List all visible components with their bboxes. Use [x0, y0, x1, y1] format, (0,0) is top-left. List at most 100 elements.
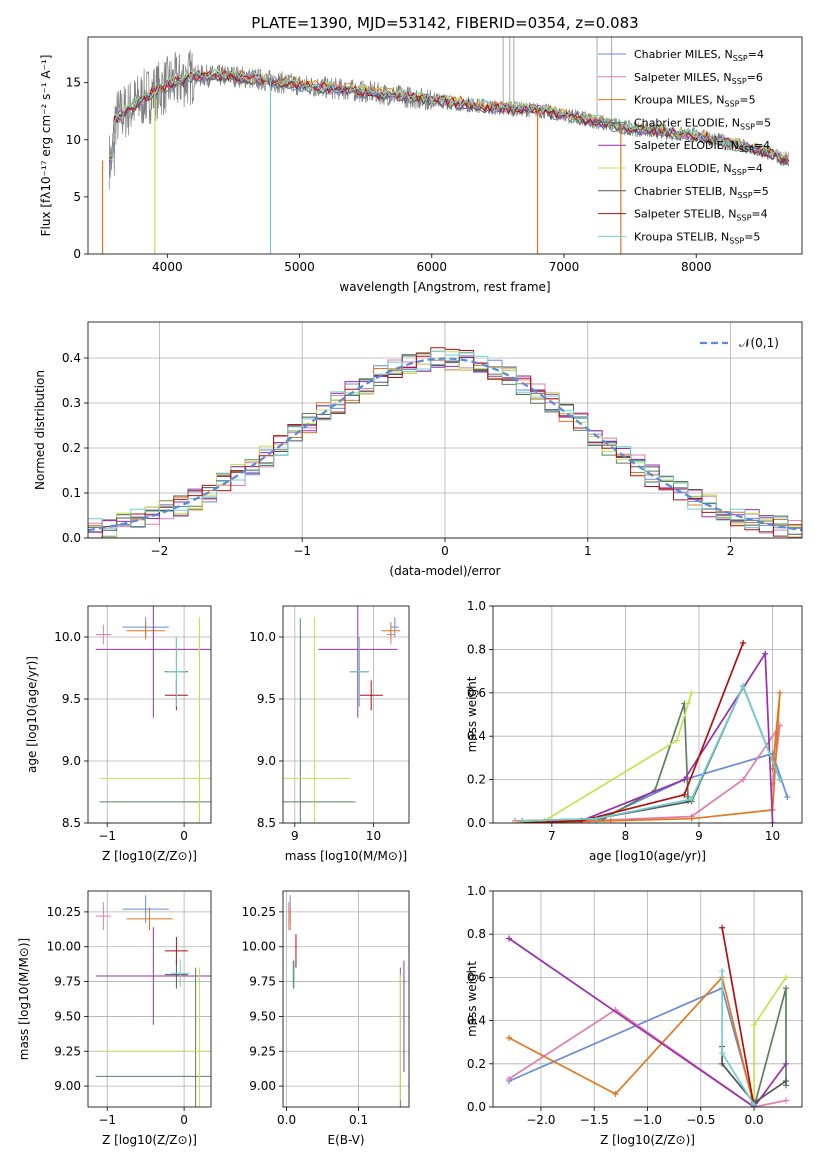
y-tick-label: 10.00: [47, 940, 81, 954]
axes-box: [282, 890, 410, 1108]
legend-text: Salpeter STELIB, N: [634, 208, 736, 221]
axes-box: [282, 605, 410, 824]
weight-marker-kroupa_stelib: [593, 815, 599, 822]
x-tick-label: 10: [366, 829, 381, 843]
x-tick-label: 8000: [681, 260, 712, 274]
legend-text: Kroupa STELIB, N: [634, 230, 729, 243]
y-axis-label: mass weight: [465, 676, 479, 752]
weight-marker-kroupa_stelib: [740, 683, 747, 690]
y-tick-label: 1.0: [467, 599, 486, 613]
y-tick-label: 8.5: [62, 816, 81, 830]
weight-marker-kroupa_miles: [505, 1034, 512, 1041]
weight-line-salpeter_miles: [515, 724, 781, 822]
x-tick-label: −1.0: [633, 1113, 662, 1127]
x-tick-label: 5000: [284, 260, 315, 274]
y-tick-label: 10: [66, 133, 81, 147]
histogram-chabrier_stelib: [88, 353, 802, 535]
weight-marker-salpeter_miles: [505, 1075, 512, 1082]
x-axis-label: mass [log10(M/M⊙)]: [285, 849, 407, 863]
weight-marker-salpeter_stelib: [740, 639, 747, 646]
weight-marker-salpeter_miles: [783, 1097, 790, 1104]
weight-marker-chabrier_stelib: [783, 1078, 790, 1085]
x-tick-label: 0: [180, 1113, 188, 1127]
panel-weight-vs-age: 7 8 9 10 0.0 0.2 0.4 0.6 0.8 1.0 age [log10(age/yr…: [465, 599, 803, 863]
x-axis-label: E(B-V): [327, 1133, 364, 1147]
axes-box: [87, 890, 212, 1108]
weight-marker-kroupa_elodie: [512, 820, 519, 823]
normal-curve: [88, 357, 802, 532]
x-tick-label: 7000: [549, 260, 580, 274]
y-tick-label: 0.8: [467, 927, 486, 941]
x-tick-label: 0: [180, 829, 188, 843]
legend-subscript: SSP: [739, 145, 754, 154]
legend-subscript: SSP: [724, 100, 739, 109]
y-tick-label: 10.0: [249, 630, 276, 644]
x-tick-label: 8: [622, 829, 630, 843]
weight-line-chabrier_elodie: [522, 703, 689, 822]
x-tick-label: 0: [441, 544, 449, 558]
legend-suffix: =4: [748, 48, 764, 61]
axes-frame: 9 10 8.5 9.0 9.5 10.0 mass [log10(M/M⊙)]: [249, 605, 410, 863]
weight-marker-kroupa_stelib: [688, 796, 695, 803]
x-tick-label: −1: [293, 544, 311, 558]
legend-subscript: SSP: [733, 54, 748, 63]
legend-suffix: =6: [747, 71, 763, 84]
legend-label: Chabrier MILES, NSSP=4: [634, 48, 764, 63]
weight-marker-kroupa_stelib: [719, 1050, 726, 1056]
y-tick-label: 9.75: [249, 975, 276, 989]
plot-area: [288, 895, 405, 1107]
weight-marker-chabrier_miles: [784, 793, 791, 800]
y-tick-label: 0.0: [467, 816, 486, 830]
weight-line-kroupa_stelib: [522, 684, 781, 822]
weight-marker-salpeter_elodie: [762, 650, 769, 657]
y-tick-label: 5: [73, 190, 81, 204]
plot-area: [88, 347, 802, 538]
legend-subscript: SSP: [732, 77, 747, 86]
legend-text: Kroupa MILES, N: [634, 94, 724, 107]
axes-frame: −1 0 9.00 9.25 9.50 9.75 10.00 10.25 Z [log10(Z/…: [17, 890, 212, 1147]
model-spectrum-kroupa_stelib: [108, 68, 790, 162]
y-tick-label: 9.50: [249, 1009, 276, 1023]
weight-line-salpeter_elodie: [508, 937, 787, 1107]
weight-marker-salpeter_stelib: [681, 791, 688, 798]
weight-line-chabrier_stelib: [522, 684, 781, 822]
legend-suffix: =4: [747, 162, 763, 175]
weight-marker-kroupa_stelib: [719, 967, 726, 974]
panel-age-vs-mass: 9 10 8.5 9.0 9.5 10.0 mass [log10(M/M⊙)]: [249, 605, 410, 863]
x-axis-label: age [log10(age/yr)]: [589, 849, 706, 863]
axes-box: [87, 36, 803, 255]
x-tick-label: 7: [548, 829, 556, 843]
legend-subscript: SSP: [736, 214, 751, 223]
y-tick-label: 9.75: [54, 975, 81, 989]
weight-marker-kroupa_elodie: [688, 689, 695, 696]
panel-age-vs-Z: −1 0 8.5 9.0 9.5 10.0 Z [log10(Z/Z⊙)] age [log1…: [25, 605, 212, 863]
y-axis-label: mass [log10(M/M⊙)]: [17, 938, 31, 1060]
y-tick-label: 10.0: [54, 630, 81, 644]
plot-area: [95, 895, 211, 1107]
y-tick-label: 1.0: [467, 884, 486, 898]
y-tick-label: 9.00: [54, 1079, 81, 1093]
legend-suffix: =5: [753, 185, 769, 198]
x-tick-label: −0.5: [686, 1113, 715, 1127]
y-tick-label: 0.2: [62, 441, 81, 455]
x-tick-label: −1.5: [580, 1113, 609, 1127]
weight-line-chabrier_miles: [508, 987, 755, 1106]
weight-marker-salpeter_elodie: [505, 935, 512, 942]
plot-area: [512, 639, 791, 823]
plot-area: [95, 606, 211, 823]
legend-label: Salpeter MILES, NSSP=6: [634, 71, 763, 86]
y-axis-label: Flux [fλ10⁻¹⁷ erg cm⁻² s⁻¹ A⁻¹]: [39, 55, 53, 237]
model-spectrum-chabrier_stelib: [108, 71, 790, 165]
y-axis-label: mass weight: [465, 961, 479, 1037]
weight-line-kroupa_miles: [515, 692, 781, 823]
histogram-salpeter_elodie: [88, 355, 802, 538]
axes-frame: 0.0 0.1 9.00 9.25 9.50 9.75 10.00 10.25 E(B-V): [242, 890, 410, 1147]
weight-marker-chabrier_elodie: [783, 985, 790, 992]
y-tick-label: 0.0: [62, 531, 81, 545]
weight-marker-kroupa_elodie: [783, 974, 790, 981]
legend-text: Salpeter MILES, N: [634, 71, 732, 84]
legend-subscript: SSP: [729, 236, 744, 245]
y-tick-label: 15: [66, 76, 81, 90]
x-tick-label: 0.0: [745, 1113, 764, 1127]
